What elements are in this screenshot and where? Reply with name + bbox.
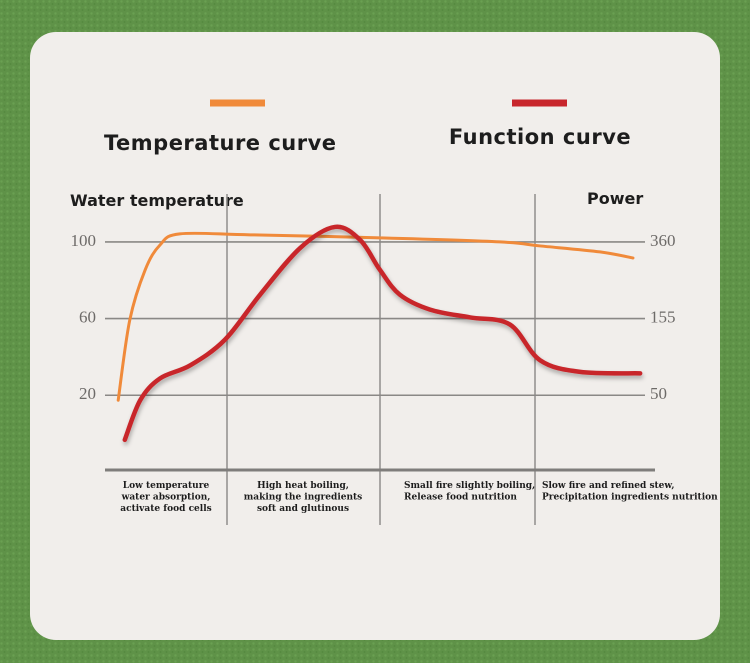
y2-tick-label: 50 bbox=[650, 384, 667, 403]
legend-label: Function curve bbox=[449, 125, 631, 149]
phase-label: activate food cells bbox=[120, 504, 211, 514]
y2-axis-title: Power bbox=[587, 189, 643, 208]
phase-label: Slow fire and refined stew, bbox=[542, 481, 675, 491]
legend-label: Temperature curve bbox=[104, 131, 337, 155]
phase-label: Precipitation ingredients nutrition bbox=[542, 493, 718, 503]
chart: Temperature curve Function curve Water tem… bbox=[70, 99, 718, 525]
series-line bbox=[116, 231, 635, 402]
y-tick-label: 60 bbox=[79, 307, 96, 326]
card bbox=[30, 32, 720, 640]
phase-label: water absorption, bbox=[121, 493, 211, 503]
y-tick-label: 100 bbox=[71, 231, 97, 250]
y2-tick-label: 360 bbox=[650, 231, 676, 250]
phase-label: High heat boiling, bbox=[257, 481, 349, 491]
y-tick-label: 20 bbox=[79, 384, 96, 403]
phase-label: soft and glutinous bbox=[257, 504, 349, 514]
y2-tick-label: 155 bbox=[650, 307, 676, 326]
phase-label: Low temperature bbox=[123, 481, 210, 491]
phase-label: making the ingredients bbox=[244, 493, 362, 503]
phase-label: Release food nutrition bbox=[404, 493, 517, 503]
phase-label: Small fire slightly boiling, bbox=[404, 481, 535, 491]
series-line bbox=[122, 224, 643, 443]
y-axis-title: Water temperature bbox=[70, 191, 244, 210]
